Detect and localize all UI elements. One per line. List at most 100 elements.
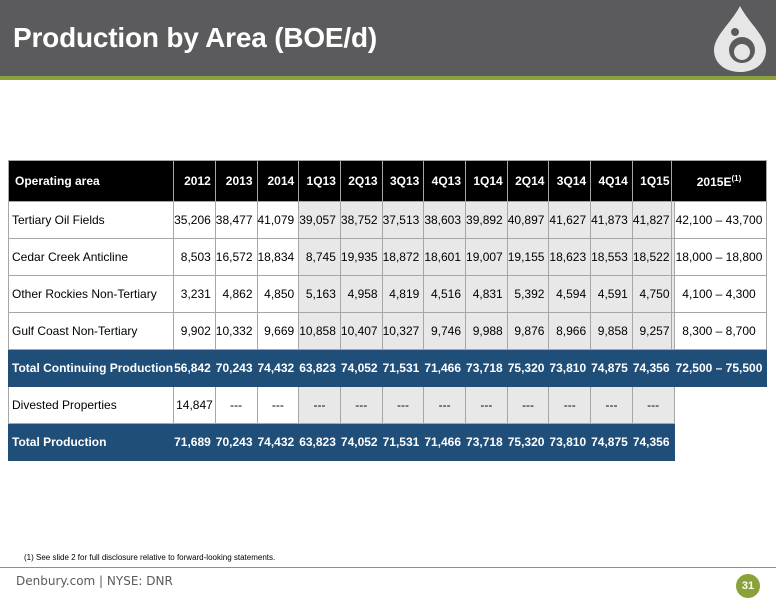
- estimate-cell: 8,300 – 8,700: [671, 312, 767, 350]
- table-cell: 39,057: [298, 201, 341, 239]
- table-cell: ---: [381, 386, 425, 424]
- table-cell: 41,627: [548, 201, 592, 239]
- table-header-row: Operating area 2012 2013 2014 1Q13 2Q13 …: [7, 160, 675, 202]
- header-bar: [0, 0, 776, 80]
- table-cell: 9,746: [423, 312, 467, 350]
- table-cell: 14,847: [173, 386, 216, 424]
- table-cell: 74,052: [339, 349, 383, 387]
- table-cell: 9,669: [256, 312, 300, 350]
- estimate-row: 42,100 – 43,700: [671, 201, 767, 239]
- table-cell: 8,966: [548, 312, 592, 350]
- table-cell: 75,320: [506, 423, 550, 461]
- estimate-cell: 42,100 – 43,700: [671, 201, 767, 239]
- estimate-header-row: 2015E(1): [671, 160, 767, 202]
- table-cell: 9,858: [590, 312, 633, 350]
- table-cell: 4,516: [423, 275, 467, 313]
- table-cell: 74,875: [590, 423, 633, 461]
- table-cell: 71,531: [381, 349, 425, 387]
- table-row: Other Rockies Non-Tertiary 3,231 4,862 4,85…: [7, 275, 675, 313]
- col-header: 1Q15: [631, 160, 675, 202]
- table-cell: 18,872: [381, 238, 425, 276]
- table-cell: 9,257: [631, 312, 675, 350]
- table-cell: 56,842: [173, 349, 216, 387]
- table-cell: 10,327: [381, 312, 425, 350]
- table-cell: 63,823: [298, 349, 341, 387]
- row-label: Gulf Coast Non-Tertiary: [7, 312, 175, 350]
- table-row: Total Continuing Production 56,842 70,243 7…: [7, 349, 675, 387]
- table-cell: ---: [256, 386, 300, 424]
- table-cell: 3,231: [173, 275, 216, 313]
- table-cell: 4,831: [465, 275, 508, 313]
- page-number: 31: [736, 574, 760, 598]
- col-header: 2Q14: [506, 160, 550, 202]
- table-cell: 16,572: [214, 238, 258, 276]
- col-header: 3Q13: [381, 160, 425, 202]
- col-header: 3Q14: [548, 160, 592, 202]
- table-cell: ---: [423, 386, 467, 424]
- table-cell: 71,689: [173, 423, 216, 461]
- table-cell: 75,320: [506, 349, 550, 387]
- table-row: Tertiary Oil Fields 35,206 38,477 41,079 39,…: [7, 201, 675, 239]
- col-header: Operating area: [7, 160, 175, 202]
- table-cell: 35,206: [173, 201, 216, 239]
- table-cell: 38,752: [339, 201, 383, 239]
- table-cell: 38,603: [423, 201, 467, 239]
- table-cell: 18,601: [423, 238, 467, 276]
- table-cell: 73,718: [465, 423, 508, 461]
- footnote: (1) See slide 2 for full disclosure rela…: [24, 553, 276, 562]
- table-cell: 8,745: [298, 238, 341, 276]
- table-cell: 9,902: [173, 312, 216, 350]
- table-cell: 70,243: [214, 423, 258, 461]
- table-cell: 4,591: [590, 275, 633, 313]
- row-label: Divested Properties: [7, 386, 175, 424]
- table-cell: 71,531: [381, 423, 425, 461]
- col-header: 2014: [256, 160, 300, 202]
- table-cell: 18,522: [631, 238, 675, 276]
- col-header: 2012: [173, 160, 216, 202]
- table-cell: 71,466: [423, 423, 467, 461]
- table-cell: 8,503: [173, 238, 216, 276]
- table-cell: ---: [506, 386, 550, 424]
- table-cell: 74,052: [339, 423, 383, 461]
- table-cell: ---: [590, 386, 633, 424]
- table-cell: 18,834: [256, 238, 300, 276]
- table-cell: 74,432: [256, 423, 300, 461]
- table-cell: ---: [548, 386, 592, 424]
- table-cell: 9,876: [506, 312, 550, 350]
- table-cell: 71,466: [423, 349, 467, 387]
- table-row: Divested Properties 14,847 --- --- --- --- ---…: [7, 386, 675, 424]
- table-cell: 41,079: [256, 201, 300, 239]
- row-label: Total Continuing Production: [7, 349, 175, 387]
- row-label: Other Rockies Non-Tertiary: [7, 275, 175, 313]
- col-header: 2013: [214, 160, 258, 202]
- table-cell: 41,873: [590, 201, 633, 239]
- table-cell: 4,750: [631, 275, 675, 313]
- table-cell: 38,477: [214, 201, 258, 239]
- table-cell: 5,163: [298, 275, 341, 313]
- table-cell: 74,875: [590, 349, 633, 387]
- table-cell: 63,823: [298, 423, 341, 461]
- table-cell: ---: [465, 386, 508, 424]
- estimate-row: 18,000 – 18,800: [671, 238, 767, 276]
- row-label: Cedar Creek Anticline: [7, 238, 175, 276]
- table-row: Cedar Creek Anticline 8,503 16,572 18,834 8,…: [7, 238, 675, 276]
- footer-text: Denbury.com | NYSE: DNR: [16, 574, 173, 588]
- table-cell: 18,623: [548, 238, 592, 276]
- logo-drop-icon: [714, 6, 766, 72]
- production-table: Operating area 2012 2013 2014 1Q13 2Q13 …: [7, 160, 675, 461]
- table-cell: 73,810: [548, 423, 592, 461]
- col-header: 2Q13: [339, 160, 383, 202]
- row-label: Total Production: [7, 423, 175, 461]
- col-header: 4Q13: [423, 160, 467, 202]
- table-row: Gulf Coast Non-Tertiary 9,902 10,332 9,669 1…: [7, 312, 675, 350]
- table-cell: 70,243: [214, 349, 258, 387]
- estimate-cell: 18,000 – 18,800: [671, 238, 767, 276]
- table-cell: 4,862: [214, 275, 258, 313]
- page-title: Production by Area (BOE/d): [13, 22, 378, 53]
- table-cell: 74,356: [631, 423, 675, 461]
- estimate-row: 4,100 – 4,300: [671, 275, 767, 313]
- table-cell: 74,432: [256, 349, 300, 387]
- header-accent-line: [0, 76, 776, 80]
- table-cell: 4,594: [548, 275, 592, 313]
- estimate-row: 72,500 – 75,500: [671, 349, 767, 387]
